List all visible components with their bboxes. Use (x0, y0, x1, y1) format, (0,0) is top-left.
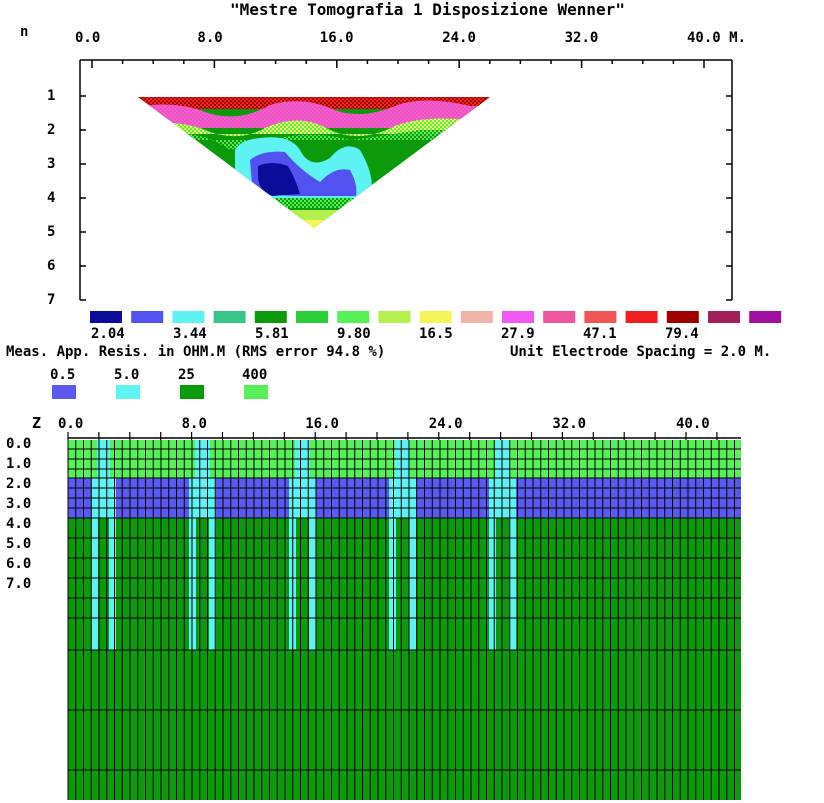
model-legend-value: 0.5 (50, 367, 76, 383)
pseudosection-n-tick-label: 6 (47, 258, 56, 274)
scale-swatch (502, 311, 534, 323)
scale-swatch (337, 311, 370, 323)
n-axis-label: n (20, 24, 29, 40)
pseudosection-x-tick-label: 0.0 (75, 30, 101, 46)
model-legend-swatch (52, 385, 76, 399)
model-x-tick-label: 16.0 (305, 416, 339, 432)
scale-swatch (90, 311, 122, 323)
model-x-tick-label: 0.0 (58, 416, 84, 432)
scale-swatch (296, 311, 328, 323)
model-x-tick-label: 32.0 (552, 416, 587, 432)
scale-swatch (460, 311, 493, 323)
pseudosection-x-tick-label: 8.0 (197, 30, 223, 46)
measurement-caption: Meas. App. Resis. in OHM.M (RMS error 94… (6, 344, 386, 360)
model-anomaly-cell (109, 518, 116, 650)
scale-swatch (254, 311, 287, 323)
model-z-tick-label: 7.0 (6, 576, 32, 592)
model-legend-swatch (116, 385, 140, 399)
pseudosection-n-tick-label: 7 (47, 292, 56, 308)
model-x-tick-label: 24.0 (428, 416, 463, 432)
scale-swatch (172, 311, 205, 323)
model-legend-value: 25 (178, 367, 195, 383)
model-z-tick-label: 4.0 (6, 516, 32, 532)
pseudosection-x-tick-label: 24.0 (442, 30, 476, 46)
scale-value-label: 9.80 (337, 326, 371, 342)
model-anomaly-cell (489, 518, 496, 650)
model-anomaly-cell (409, 518, 416, 650)
scale-value-label: 16.5 (419, 326, 453, 342)
pseudosection-x-tick-label: 40.0 M. (687, 30, 747, 46)
model-z-tick-label: 3.0 (6, 496, 32, 512)
model-x-tick-label: 40.0 (676, 416, 710, 432)
scale-value-label: 3.44 (173, 326, 207, 342)
model-anomaly-cell (91, 518, 98, 650)
model-legend-swatch (180, 385, 204, 399)
scale-swatch (749, 311, 782, 323)
model-section (67, 432, 741, 800)
scale-value-label: 47.1 (583, 326, 617, 342)
scale-swatch (419, 311, 452, 323)
pseudosection-contour (138, 97, 490, 228)
scale-swatch (131, 311, 164, 323)
scale-swatch (625, 311, 658, 323)
model-z-tick-label: 6.0 (6, 556, 32, 572)
pseudosection-n-tick-label: 5 (47, 224, 56, 240)
scale-swatch (378, 311, 411, 323)
model-z-tick-label: 0.0 (6, 436, 32, 452)
scale-value-label: 5.81 (255, 326, 289, 342)
model-anomaly-cell (309, 518, 316, 650)
pseudosection-n-tick-label: 4 (47, 190, 56, 206)
model-z-tick-label: 5.0 (6, 536, 32, 552)
model-x-tick-label: 8.0 (181, 416, 207, 432)
electrode-spacing-caption: Unit Electrode Spacing = 2.0 M. (510, 344, 772, 360)
scale-swatch (213, 311, 246, 323)
scale-value-label: 27.9 (501, 326, 535, 342)
pseudosection-n-tick-label: 3 (47, 156, 56, 172)
diagram-title: "Mestre Tomografia 1 Disposizione Wenner… (230, 0, 625, 19)
scale-value-label: 2.04 (91, 326, 125, 342)
model-z-tick-label: 1.0 (6, 456, 32, 472)
scale-swatch (666, 311, 699, 323)
scale-swatch (584, 311, 617, 323)
scale-value-label: 79.4 (665, 326, 699, 342)
pseudosection-frame (79, 59, 733, 301)
model-anomaly-cell (209, 518, 216, 650)
model-anomaly-cell (509, 518, 516, 650)
model-z-tick-label: 2.0 (6, 476, 32, 492)
z-axis-label: Z (32, 414, 42, 432)
pseudosection-n-tick-label: 2 (47, 122, 56, 138)
pseudosection-x-tick-label: 32.0 (564, 30, 599, 46)
model-anomaly-cell (389, 518, 396, 650)
scale-swatch (543, 311, 576, 323)
resistivity-scale-swatches (90, 311, 782, 323)
scale-swatch (708, 311, 740, 323)
pseudosection-n-tick-label: 1 (47, 88, 56, 104)
model-legend-value: 5.0 (114, 367, 140, 383)
model-legend-value: 400 (242, 367, 268, 383)
model-legend-swatch (244, 385, 268, 399)
model-legend-swatches (52, 385, 268, 399)
pseudosection-x-tick-label: 16.0 (319, 30, 354, 46)
